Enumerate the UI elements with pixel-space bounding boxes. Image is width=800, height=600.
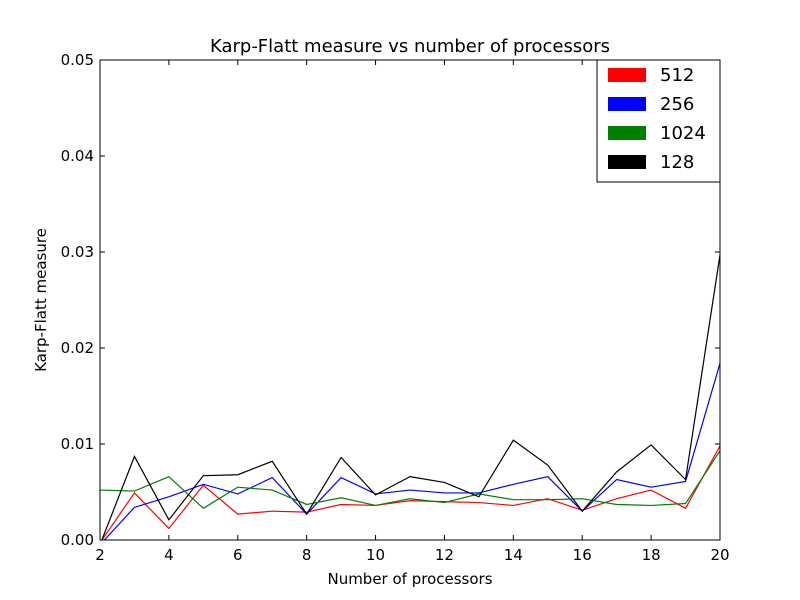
series-line-1024	[100, 450, 720, 510]
series-line-128	[101, 254, 720, 540]
legend-label-1024: 1024	[660, 123, 706, 144]
x-tick-label: 12	[435, 546, 454, 564]
series-layer	[100, 254, 720, 540]
plot-frame	[99, 59, 721, 541]
x-tick-label: 10	[366, 546, 385, 564]
legend-label-256: 256	[660, 94, 694, 115]
y-tick-label: 0.02	[61, 339, 94, 357]
legend-swatch-128	[608, 155, 646, 169]
x-tick-label: 16	[573, 546, 592, 564]
y-axis: 0.00 0.01 0.02 0.03 0.04 0.05	[61, 51, 720, 549]
legend: 512 256 1024 128	[596, 59, 721, 183]
chart-title: Karp-Flatt measure vs number of processo…	[210, 36, 610, 57]
x-tick-label: 4	[164, 546, 174, 564]
x-tick-label: 20	[710, 546, 729, 564]
y-tick-label: 0.05	[61, 51, 94, 69]
legend-swatch-1024	[608, 126, 646, 140]
x-tick-label: 8	[302, 546, 312, 564]
x-tick-label: 14	[504, 546, 523, 564]
y-tick-label: 0.00	[61, 531, 94, 549]
x-tick-label: 2	[95, 546, 105, 564]
legend-label-512: 512	[660, 65, 694, 86]
legend-label-128: 128	[660, 152, 694, 173]
y-tick-label: 0.04	[61, 147, 94, 165]
series-line-512	[101, 445, 720, 540]
series-line-256	[103, 363, 720, 540]
y-tick-label: 0.03	[61, 243, 94, 261]
y-tick-label: 0.01	[61, 435, 94, 453]
x-axis-label: Number of processors	[327, 570, 492, 588]
x-tick-label: 18	[642, 546, 661, 564]
legend-swatch-256	[608, 97, 646, 111]
legend-swatch-512	[608, 68, 646, 82]
y-axis-label: Karp-Flatt measure	[32, 228, 50, 372]
x-tick-label: 6	[233, 546, 243, 564]
x-axis: 2 4 6 8 10 12 14 16 18 20	[95, 60, 730, 564]
